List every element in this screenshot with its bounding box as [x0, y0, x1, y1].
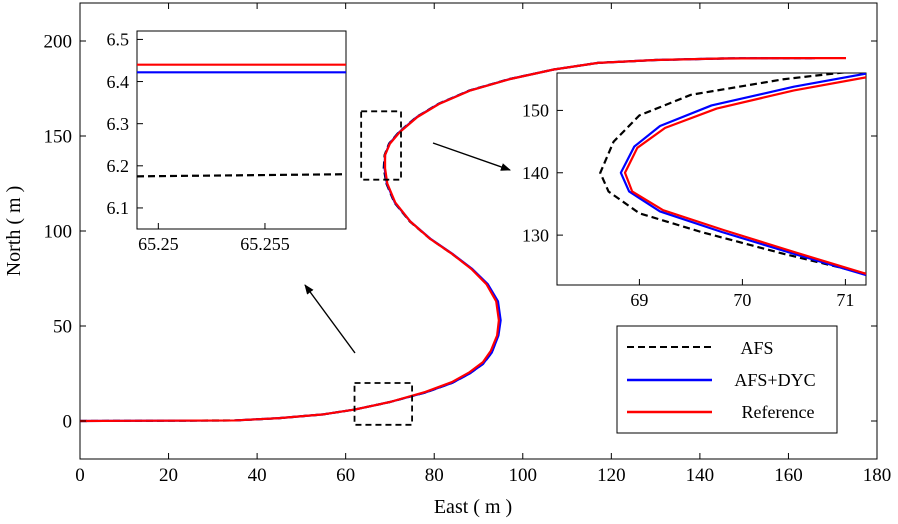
inset-left-y-tick-label: 6.3 — [107, 114, 130, 134]
main-y-tick-label: 150 — [44, 127, 73, 148]
inset-left-y-tick-label: 6.1 — [107, 198, 130, 218]
inset-right-x-tick-label: 71 — [836, 290, 854, 310]
legend-item-afs: AFS — [627, 338, 774, 358]
legend-item-afs-dyc: AFS+DYC — [627, 370, 816, 390]
main-x-tick-label: 120 — [597, 465, 626, 486]
inset-right-series-afs — [599, 73, 866, 275]
main-x-tick-label: 100 — [509, 465, 538, 486]
inset-right-series-reference — [623, 76, 866, 275]
legend-item-reference: Reference — [627, 402, 814, 422]
inset-right-y-tick-label: 130 — [522, 225, 549, 245]
y-axis-label: North ( m ) — [3, 186, 25, 277]
main-y-tick-label: 200 — [44, 32, 73, 53]
legend-label-reference: Reference — [742, 402, 815, 422]
inset-left-y-tick-label: 6.5 — [107, 30, 130, 50]
main-series-reference — [80, 57, 847, 423]
main-y-tick-label: 50 — [53, 317, 72, 338]
legend-label-afs: AFS — [740, 338, 773, 358]
inset-left-series-afs — [137, 173, 346, 178]
inset-right-series-afs-dyc — [619, 73, 866, 277]
main-y-tick-label: 100 — [44, 222, 73, 243]
inset-right-frame — [556, 72, 867, 286]
x-axis-label: East ( m ) — [434, 496, 512, 518]
zoom-arrow-upper — [432, 142, 511, 171]
inset-left-frame — [136, 30, 347, 230]
legend: AFS AFS+DYC Reference — [616, 325, 838, 434]
main-x-tick-label: 160 — [774, 465, 803, 486]
inset-left-plot: 65.25 65.255 6.1 6.2 6.3 6.4 6.5 — [107, 30, 347, 254]
legend-label-afs-dyc: AFS+DYC — [734, 370, 815, 390]
inset-right-x-tick-label: 69 — [630, 290, 648, 310]
main-x-tick-label: 80 — [425, 465, 444, 486]
main-x-tick-label: 140 — [686, 465, 715, 486]
inset-left-x-tick-label: 65.25 — [138, 234, 179, 254]
main-x-tick-label: 20 — [159, 465, 178, 486]
main-x-tick-label: 180 — [863, 465, 892, 486]
zoom-arrow-lower — [304, 284, 356, 354]
inset-right-plot: 69 70 71 130 140 150 — [522, 72, 867, 310]
inset-left-y-tick-label: 6.2 — [107, 156, 130, 176]
main-x-tick-label: 60 — [336, 465, 355, 486]
inset-right-x-tick-label: 70 — [733, 290, 751, 310]
inset-left-x-tick-label: 65.255 — [240, 234, 290, 254]
main-x-tick-label: 40 — [248, 465, 267, 486]
zoom-box-2 — [360, 110, 402, 181]
inset-left-y-tick-label: 6.4 — [107, 72, 130, 92]
main-y-tick-label: 0 — [63, 412, 73, 433]
inset-right-y-tick-label: 140 — [522, 163, 549, 183]
main-x-tick-label: 0 — [75, 465, 85, 486]
inset-right-y-tick-label: 150 — [522, 101, 549, 121]
